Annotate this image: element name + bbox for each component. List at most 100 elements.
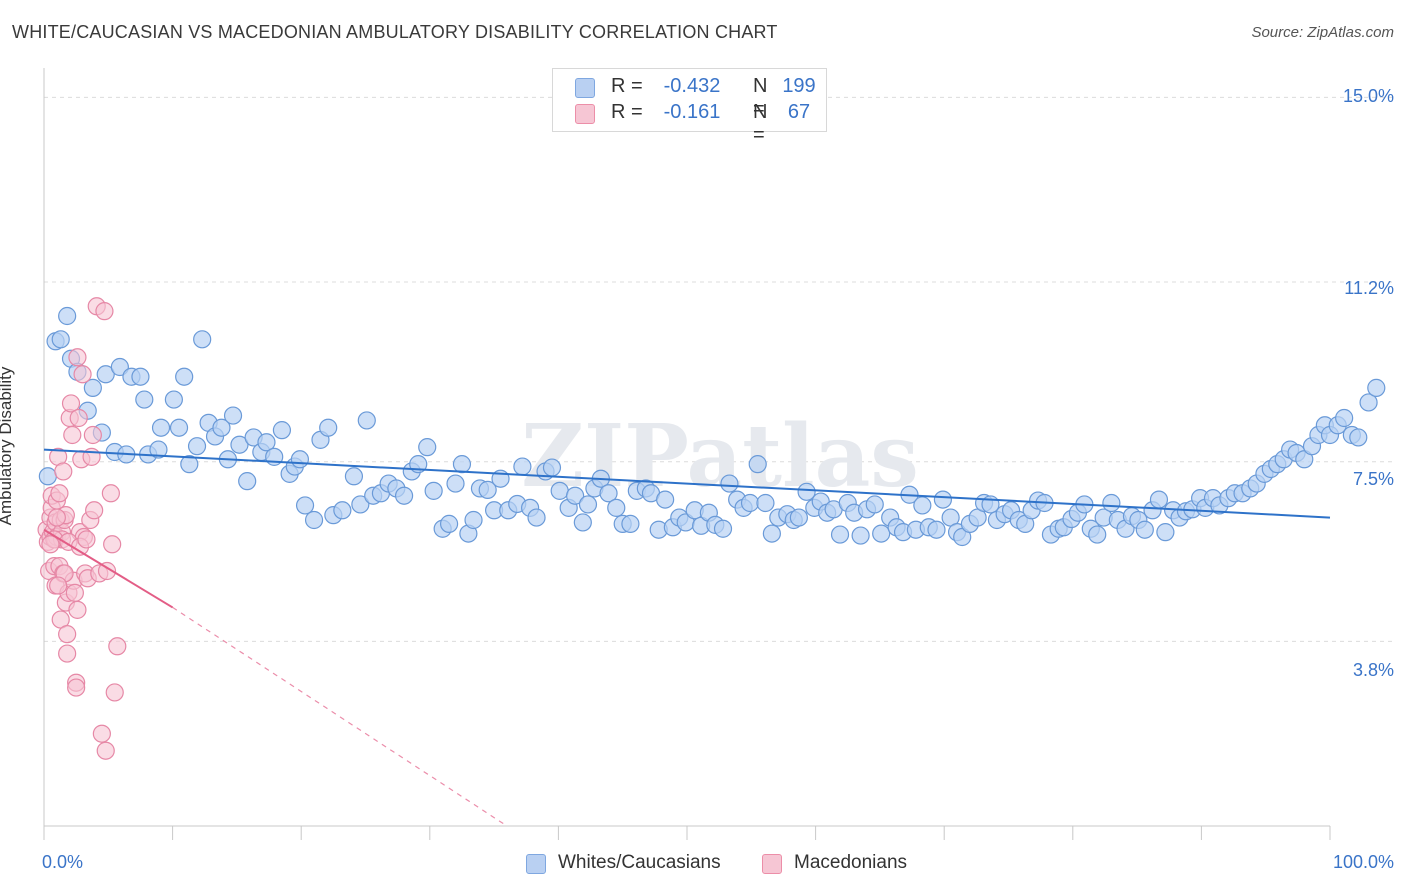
data-point-white: [424, 481, 443, 500]
data-point-white: [607, 498, 626, 517]
y-tick-label: 3.8%: [1352, 660, 1394, 680]
data-point-white: [295, 496, 315, 515]
data-point-white: [169, 418, 189, 437]
data-point-white: [720, 474, 739, 493]
data-point-white: [872, 524, 891, 543]
y-tick-label: 15.0%: [1342, 86, 1394, 106]
data-point-white: [110, 357, 129, 377]
legend-swatch-pink: [575, 104, 595, 124]
data-point-white: [527, 508, 546, 527]
data-point-white: [164, 390, 183, 409]
data-point-white: [599, 484, 618, 503]
data-point-white: [351, 495, 370, 514]
data-point-macedonian: [47, 508, 66, 527]
correlation-legend: R = -0.432 N = 199 R = -0.161 N = 67: [552, 68, 827, 146]
data-point-white: [748, 455, 767, 474]
data-point-white: [187, 437, 207, 456]
data-point-white: [333, 501, 352, 520]
legend-n-label: N =: [753, 75, 768, 120]
data-point-white: [927, 520, 946, 539]
data-point-white: [933, 490, 953, 509]
x-tick-label: 100.0%: [1332, 852, 1394, 872]
data-point-white: [131, 367, 150, 386]
chart-title: WHITE/CAUCASIAN VS MACEDONIAN AMBULATORY…: [12, 22, 778, 42]
data-point-white: [51, 330, 70, 349]
data-point-white: [550, 481, 569, 500]
data-point-white: [1349, 428, 1368, 447]
y-axis-label: Ambulatory Disability: [0, 366, 15, 526]
data-point-macedonian: [68, 348, 87, 367]
data-point-white: [212, 418, 231, 437]
legend-r-value: -0.432: [663, 75, 721, 97]
data-point-macedonian: [49, 576, 68, 595]
data-point-white: [513, 457, 532, 476]
bottom-legend-label: Whites/Caucasians: [558, 852, 721, 873]
data-point-macedonian: [77, 530, 96, 549]
legend-n-value: 199: [782, 75, 816, 97]
data-point-macedonian: [73, 365, 92, 384]
data-point-macedonian: [58, 644, 77, 663]
legend-r-label: R =: [611, 75, 643, 97]
data-point-macedonian: [101, 484, 120, 503]
data-point-white: [464, 510, 483, 530]
source-label: Source: ZipAtlas.com: [1251, 24, 1394, 41]
data-point-white: [573, 513, 592, 532]
data-point-white: [394, 486, 414, 505]
data-point-white: [913, 496, 932, 515]
legend-swatch-blue: [575, 78, 595, 98]
data-point-macedonian: [65, 583, 84, 602]
data-point-white: [1149, 490, 1169, 509]
data-point-white: [135, 390, 154, 409]
data-point-white: [238, 472, 257, 491]
data-point-white: [230, 435, 249, 454]
data-point-white: [304, 510, 324, 530]
data-point-macedonian: [97, 561, 117, 581]
data-point-white: [756, 493, 775, 513]
y-tick-label: 11.2%: [1344, 278, 1394, 298]
data-point-white: [566, 486, 585, 505]
trend-line-macedonian: [43, 528, 174, 609]
data-point-white: [478, 480, 497, 499]
data-point-white: [446, 474, 465, 493]
data-point-white: [656, 490, 675, 509]
data-point-white: [1102, 493, 1121, 513]
data-point-macedonian: [61, 394, 81, 413]
data-point-macedonian: [54, 462, 73, 481]
data-point-white: [151, 418, 171, 437]
data-point-macedonian: [83, 425, 102, 445]
data-point-white: [713, 519, 733, 538]
legend-r-label: R =: [611, 101, 643, 123]
data-point-white: [193, 330, 212, 349]
data-point-white: [1156, 523, 1175, 542]
legend-n-value: 67: [787, 101, 811, 123]
data-point-white: [762, 524, 781, 543]
data-point-macedonian: [103, 535, 122, 554]
data-point-white: [83, 378, 102, 397]
data-point-white: [789, 508, 808, 527]
data-point-macedonian: [85, 501, 104, 520]
data-point-white: [319, 418, 338, 437]
data-point-macedonian: [108, 637, 127, 656]
data-point-white: [542, 458, 562, 477]
data-point-macedonian: [67, 678, 86, 697]
data-point-macedonian: [96, 741, 115, 760]
data-point-white: [175, 367, 194, 386]
legend-swatch-pink: [762, 854, 782, 874]
x-tick-label: 0.0%: [42, 852, 84, 872]
data-point-white: [223, 406, 243, 425]
data-point-white: [257, 433, 276, 452]
trend-line-white: [43, 448, 1331, 519]
data-point-macedonian: [63, 425, 82, 445]
data-point-white: [851, 526, 870, 545]
data-point-macedonian: [41, 535, 60, 554]
data-point-white: [1135, 520, 1154, 539]
data-point-macedonian: [105, 683, 124, 702]
data-point-white: [344, 467, 364, 486]
data-point-white: [58, 306, 77, 326]
data-point-white: [180, 455, 199, 474]
data-point-macedonian: [58, 625, 77, 644]
data-point-white: [797, 482, 816, 501]
data-point-white: [1359, 393, 1378, 412]
data-point-white: [865, 495, 884, 514]
